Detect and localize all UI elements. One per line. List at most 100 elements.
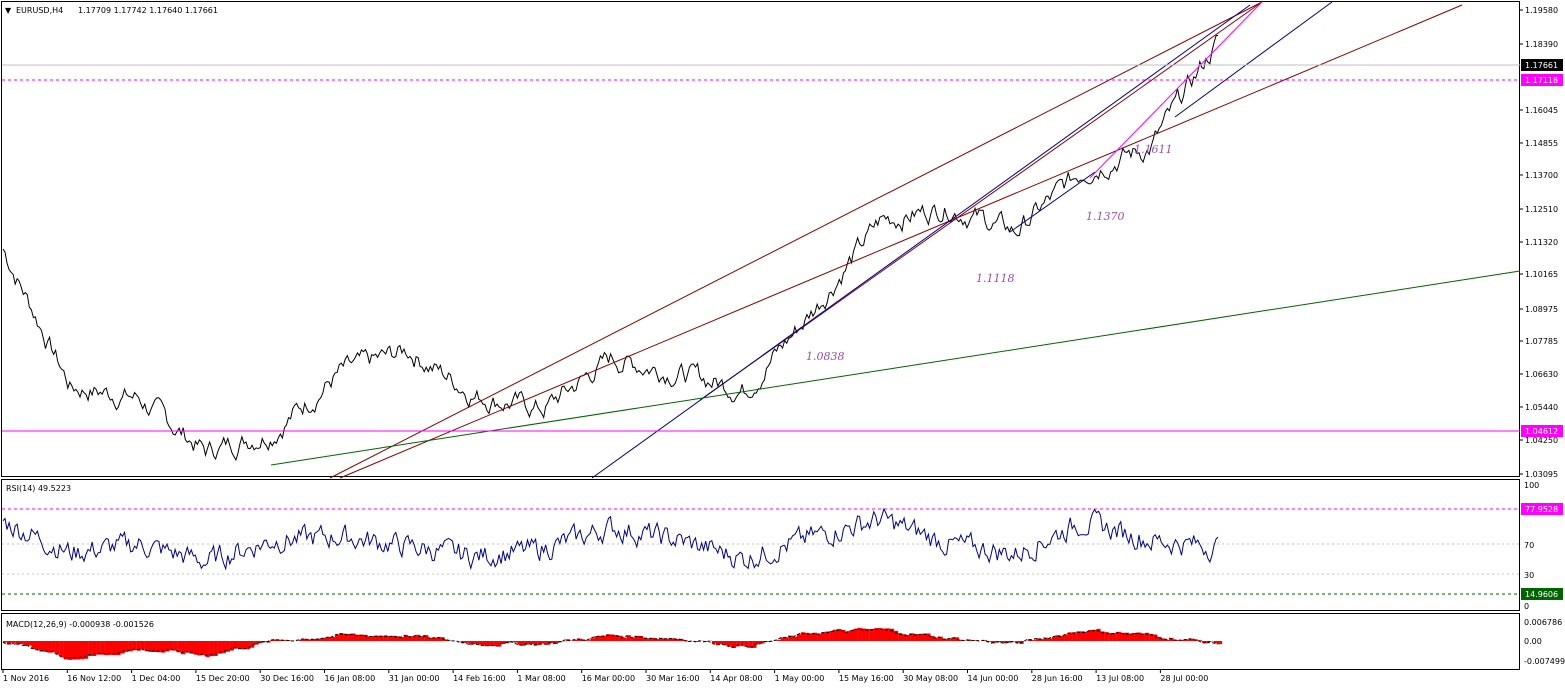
macd-tick-top: 0.006786 bbox=[1524, 618, 1562, 627]
macd-bar bbox=[124, 641, 129, 652]
annotation-1-1118[interactable]: 1.1118 bbox=[976, 272, 1015, 285]
macd-bar bbox=[1060, 635, 1065, 641]
time-tick-label: 30 Dec 16:00 bbox=[260, 674, 314, 683]
macd-bar bbox=[339, 633, 344, 641]
macd-tick-bottom: -0.007499 bbox=[1524, 657, 1565, 666]
macd-bar bbox=[282, 640, 287, 641]
macd-bar bbox=[250, 641, 255, 648]
macd-bar bbox=[748, 641, 753, 648]
macd-bar bbox=[1137, 632, 1142, 641]
macd-bar bbox=[262, 641, 267, 642]
macd-bar bbox=[132, 641, 137, 651]
macd-bar bbox=[335, 634, 340, 641]
macd-bar bbox=[1003, 641, 1008, 644]
macd-bar bbox=[1072, 632, 1077, 641]
macd-bar bbox=[740, 641, 745, 645]
macd-bar bbox=[55, 641, 60, 655]
rsi-tick-100: 100 bbox=[1524, 481, 1539, 490]
price-tick-label: 1.03095 bbox=[1525, 470, 1558, 479]
price-panel[interactable] bbox=[1, 1, 1520, 477]
macd-bar bbox=[622, 637, 627, 641]
time-tick-label: 13 Jul 08:00 bbox=[1096, 674, 1144, 683]
macd-bar bbox=[399, 637, 405, 641]
macd-bar bbox=[1128, 633, 1134, 641]
trend-blue-upper[interactable] bbox=[1174, 1, 1333, 118]
trend-green-line[interactable] bbox=[270, 270, 1521, 466]
channel-upper-line[interactable] bbox=[329, 1, 1263, 479]
macd-bar bbox=[861, 628, 866, 641]
macd-bar bbox=[1112, 632, 1117, 641]
macd-bar bbox=[306, 639, 311, 641]
macd-bar bbox=[420, 636, 425, 641]
macd-bar bbox=[873, 628, 878, 641]
macd-bar bbox=[728, 641, 733, 647]
macd-bar bbox=[412, 636, 417, 641]
macd-bar bbox=[1108, 633, 1113, 641]
annotation-1-1611[interactable]: 1.1611 bbox=[1134, 143, 1173, 156]
macd-bar bbox=[1015, 641, 1020, 643]
price-tick-label: 1.12510 bbox=[1525, 205, 1558, 214]
current-price-tag-bg bbox=[1521, 59, 1563, 71]
annotation-1-0838[interactable]: 1.0838 bbox=[806, 350, 845, 363]
macd-bar bbox=[853, 628, 858, 641]
macd-bar bbox=[436, 637, 441, 641]
macd-bar bbox=[715, 641, 720, 646]
rsi-tick-0: 0 bbox=[1524, 602, 1529, 611]
time-tick-label: 14 Feb 16:00 bbox=[453, 674, 505, 683]
macd-bar bbox=[75, 641, 81, 660]
annotation-1-1370[interactable]: 1.1370 bbox=[1086, 210, 1125, 223]
time-tick-label: 14 Apr 08:00 bbox=[710, 674, 762, 683]
macd-bar bbox=[298, 639, 303, 641]
macd-bar bbox=[59, 641, 64, 658]
macd-bar bbox=[788, 635, 793, 641]
macd-bar bbox=[517, 641, 522, 645]
macd-bar bbox=[509, 641, 514, 642]
macd-bar bbox=[177, 641, 182, 653]
macd-bar bbox=[837, 628, 842, 641]
chart-menu-triangle-icon[interactable]: ▼ bbox=[5, 6, 12, 15]
macd-bar bbox=[391, 635, 396, 641]
rsi-lower-tag-bg bbox=[1521, 588, 1563, 600]
macd-bar bbox=[189, 641, 194, 654]
macd-bar bbox=[15, 641, 20, 645]
channel-red-lower[interactable] bbox=[339, 4, 1463, 479]
macd-bar bbox=[1133, 632, 1138, 641]
trend-magenta-line[interactable] bbox=[1089, 1, 1263, 179]
rsi-panel-title: RSI(14) 49.5223 bbox=[6, 484, 71, 493]
macd-bar bbox=[112, 641, 117, 655]
time-tick-label: 14 Jun 00:00 bbox=[968, 674, 1019, 683]
macd-bar bbox=[902, 634, 907, 641]
macd-bar bbox=[549, 641, 554, 643]
channel-red-upper[interactable] bbox=[699, 1, 1263, 401]
macd-bar bbox=[489, 641, 494, 646]
macd-bar bbox=[1197, 640, 1202, 641]
rsi-panel[interactable] bbox=[1, 479, 1520, 611]
macd-bar bbox=[428, 637, 433, 641]
macd-bar bbox=[408, 636, 413, 641]
macd-bar bbox=[480, 641, 486, 646]
macd-bar bbox=[885, 628, 891, 641]
macd-bar bbox=[574, 639, 579, 641]
trend-blue-main[interactable] bbox=[591, 4, 1251, 479]
macd-bar bbox=[800, 632, 805, 641]
macd-bar bbox=[606, 634, 611, 641]
time-tick-label: 1 May 00:00 bbox=[775, 674, 825, 683]
price-series-line bbox=[2, 34, 1219, 462]
macd-bar bbox=[553, 641, 558, 644]
macd-bar bbox=[1035, 638, 1040, 641]
macd-bar bbox=[233, 641, 238, 649]
price-tick-label: 1.18390 bbox=[1525, 40, 1558, 49]
time-tick-label: 28 Jul 00:00 bbox=[1160, 674, 1208, 683]
macd-bar bbox=[1124, 632, 1129, 641]
rsi-tick-30: 30 bbox=[1524, 571, 1534, 580]
time-tick-label: 31 Jan 00:00 bbox=[389, 674, 440, 683]
time-tick-label: 30 Mar 16:00 bbox=[646, 674, 699, 683]
macd-bar bbox=[1189, 638, 1194, 641]
macd-bar bbox=[999, 641, 1004, 643]
trend-blue-lower[interactable] bbox=[1009, 171, 1096, 233]
price-tick-label: 1.14855 bbox=[1525, 139, 1558, 148]
macd-bar bbox=[626, 635, 631, 641]
current-price-tag: 1.17661 bbox=[1525, 61, 1558, 70]
macd-bar bbox=[545, 641, 550, 645]
